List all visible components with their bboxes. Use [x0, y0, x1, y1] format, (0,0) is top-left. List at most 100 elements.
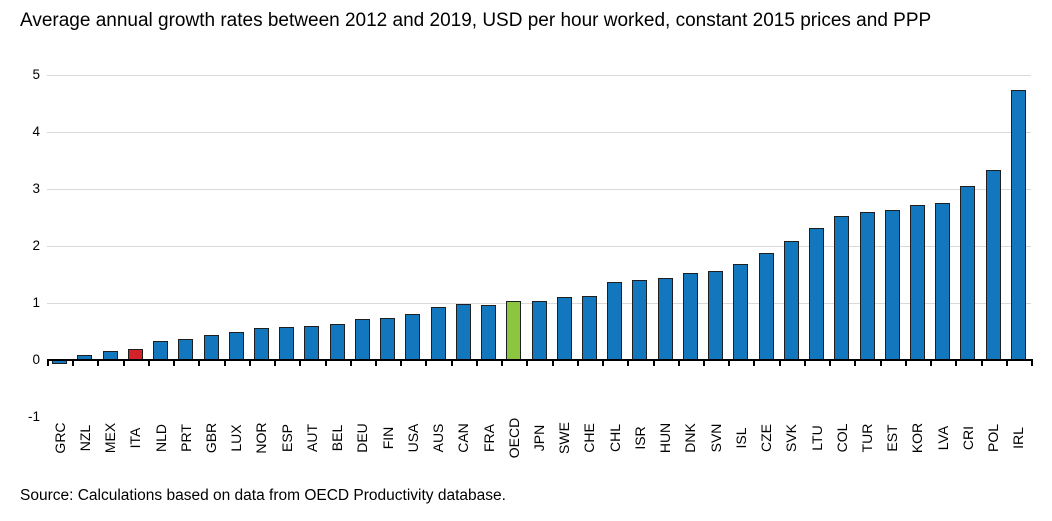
x-axis-label-text: POL [985, 423, 1002, 453]
axis-tick [526, 361, 529, 366]
y-axis-tick-label: 2 [32, 238, 40, 253]
x-axis-label-text: BEL [329, 424, 346, 452]
bar-DEU [354, 318, 370, 360]
x-axis-label-text: EST [884, 424, 901, 452]
axis-tick [627, 361, 630, 366]
x-axis-label-text: IRL [1010, 427, 1027, 449]
bar-DNK [682, 273, 698, 360]
x-axis-label-text: COL [833, 423, 850, 453]
x-axis-label-text: KOR [909, 422, 926, 454]
x-axis-label-text: SWE [556, 422, 573, 454]
bar-LVA [935, 202, 951, 360]
x-axis-label-text: JPN [531, 424, 547, 452]
axis-tick [97, 361, 100, 366]
x-axis-label-text: CHL [606, 423, 623, 453]
bar-CHL [607, 281, 623, 360]
axis-tick [72, 361, 75, 366]
axis-tick [299, 361, 302, 366]
bar-BEL [329, 324, 345, 360]
bar-LUX [228, 332, 244, 360]
axis-tick [475, 361, 478, 366]
axis-tick [501, 361, 504, 366]
axis-tick [602, 361, 605, 366]
x-axis-label-text: CZE [758, 424, 775, 452]
axis-tick [930, 361, 933, 366]
axis-tick [778, 361, 781, 366]
axis-tick [122, 361, 125, 366]
gridline [47, 132, 1031, 133]
y-axis-tick-label: 4 [32, 124, 40, 139]
axis-tick [955, 361, 958, 366]
bar-PRT [178, 338, 194, 360]
x-axis-label-text: SVN [707, 423, 724, 453]
axis-tick [753, 361, 756, 366]
y-axis-tick-label: 5 [32, 67, 40, 82]
bar-GBR [203, 334, 219, 360]
axis-tick [677, 361, 680, 366]
x-axis-label-text: TUR [859, 423, 875, 453]
gridline [47, 75, 1031, 76]
x-axis-label-text: DNK [682, 423, 699, 453]
bar-SVN [708, 271, 724, 360]
bar-TUR [859, 212, 875, 360]
x-axis-label-text: SVK [783, 423, 800, 453]
axis-tick [980, 361, 983, 366]
x-axis-label-text: NOR [253, 422, 270, 454]
axis-tick [375, 361, 377, 366]
x-axis-label-text: LUX [228, 424, 245, 452]
x-axis-line [47, 359, 1033, 361]
bar-USA [405, 314, 421, 360]
y-axis-tick-label: -1 [27, 409, 40, 424]
bar-AUT [304, 326, 320, 360]
axis-tick [324, 361, 327, 366]
bar-COL [834, 216, 850, 360]
gridline [47, 246, 1031, 247]
axis-tick [425, 361, 428, 366]
bar-CHE [581, 295, 597, 360]
axis-tick [47, 361, 49, 366]
bar-ESP [279, 326, 295, 360]
y-axis-tick-label: 1 [32, 295, 40, 310]
axis-tick [829, 361, 832, 366]
axis-tick [400, 361, 403, 366]
axis-tick [198, 361, 201, 366]
bar-SWE [556, 296, 572, 360]
axis-tick [248, 361, 251, 366]
x-axis-label-text: OECD [505, 417, 522, 459]
axis-tick [703, 361, 705, 366]
x-axis-label-text: CHE [581, 423, 598, 453]
bar-NOR [253, 327, 269, 360]
axis-tick [728, 361, 731, 366]
x-axis-label-text: DEU [354, 423, 371, 453]
x-axis-label-text: AUT [303, 424, 320, 452]
x-axis-label-text: LTU [808, 425, 825, 451]
axis-tick [450, 361, 453, 366]
source-note: Source: Calculations based on data from … [20, 487, 506, 504]
chart-title: Average annual growth rates between 2012… [20, 10, 932, 31]
gridline [47, 189, 1031, 190]
bar-FRA [481, 304, 497, 360]
x-axis-label-text: NLD [152, 423, 169, 453]
x-axis-label-text: ISR [631, 426, 648, 450]
bar-LTU [809, 228, 825, 360]
x-axis-label-text: FRA [480, 424, 497, 452]
bar-CAN [455, 304, 471, 360]
x-axis-label-text: HUN [657, 422, 674, 454]
bar-EST [884, 209, 900, 360]
x-axis-label-text: LVA [934, 425, 951, 451]
x-axis-label-text: FIN [379, 426, 396, 450]
axis-tick [274, 361, 277, 366]
x-axis-label-text: USA [404, 423, 421, 453]
axis-tick [576, 361, 579, 366]
x-axis-label-text: ESP [278, 423, 295, 453]
axis-tick [551, 361, 554, 366]
x-axis-label-text: ITA [127, 427, 144, 449]
x-axis-label-text: MEX [102, 422, 119, 454]
bar-CRI [960, 185, 976, 360]
y-axis-tick-label: 0 [32, 352, 40, 367]
axis-tick [652, 361, 655, 366]
bar-FIN [380, 317, 396, 360]
bar-JPN [531, 301, 547, 360]
